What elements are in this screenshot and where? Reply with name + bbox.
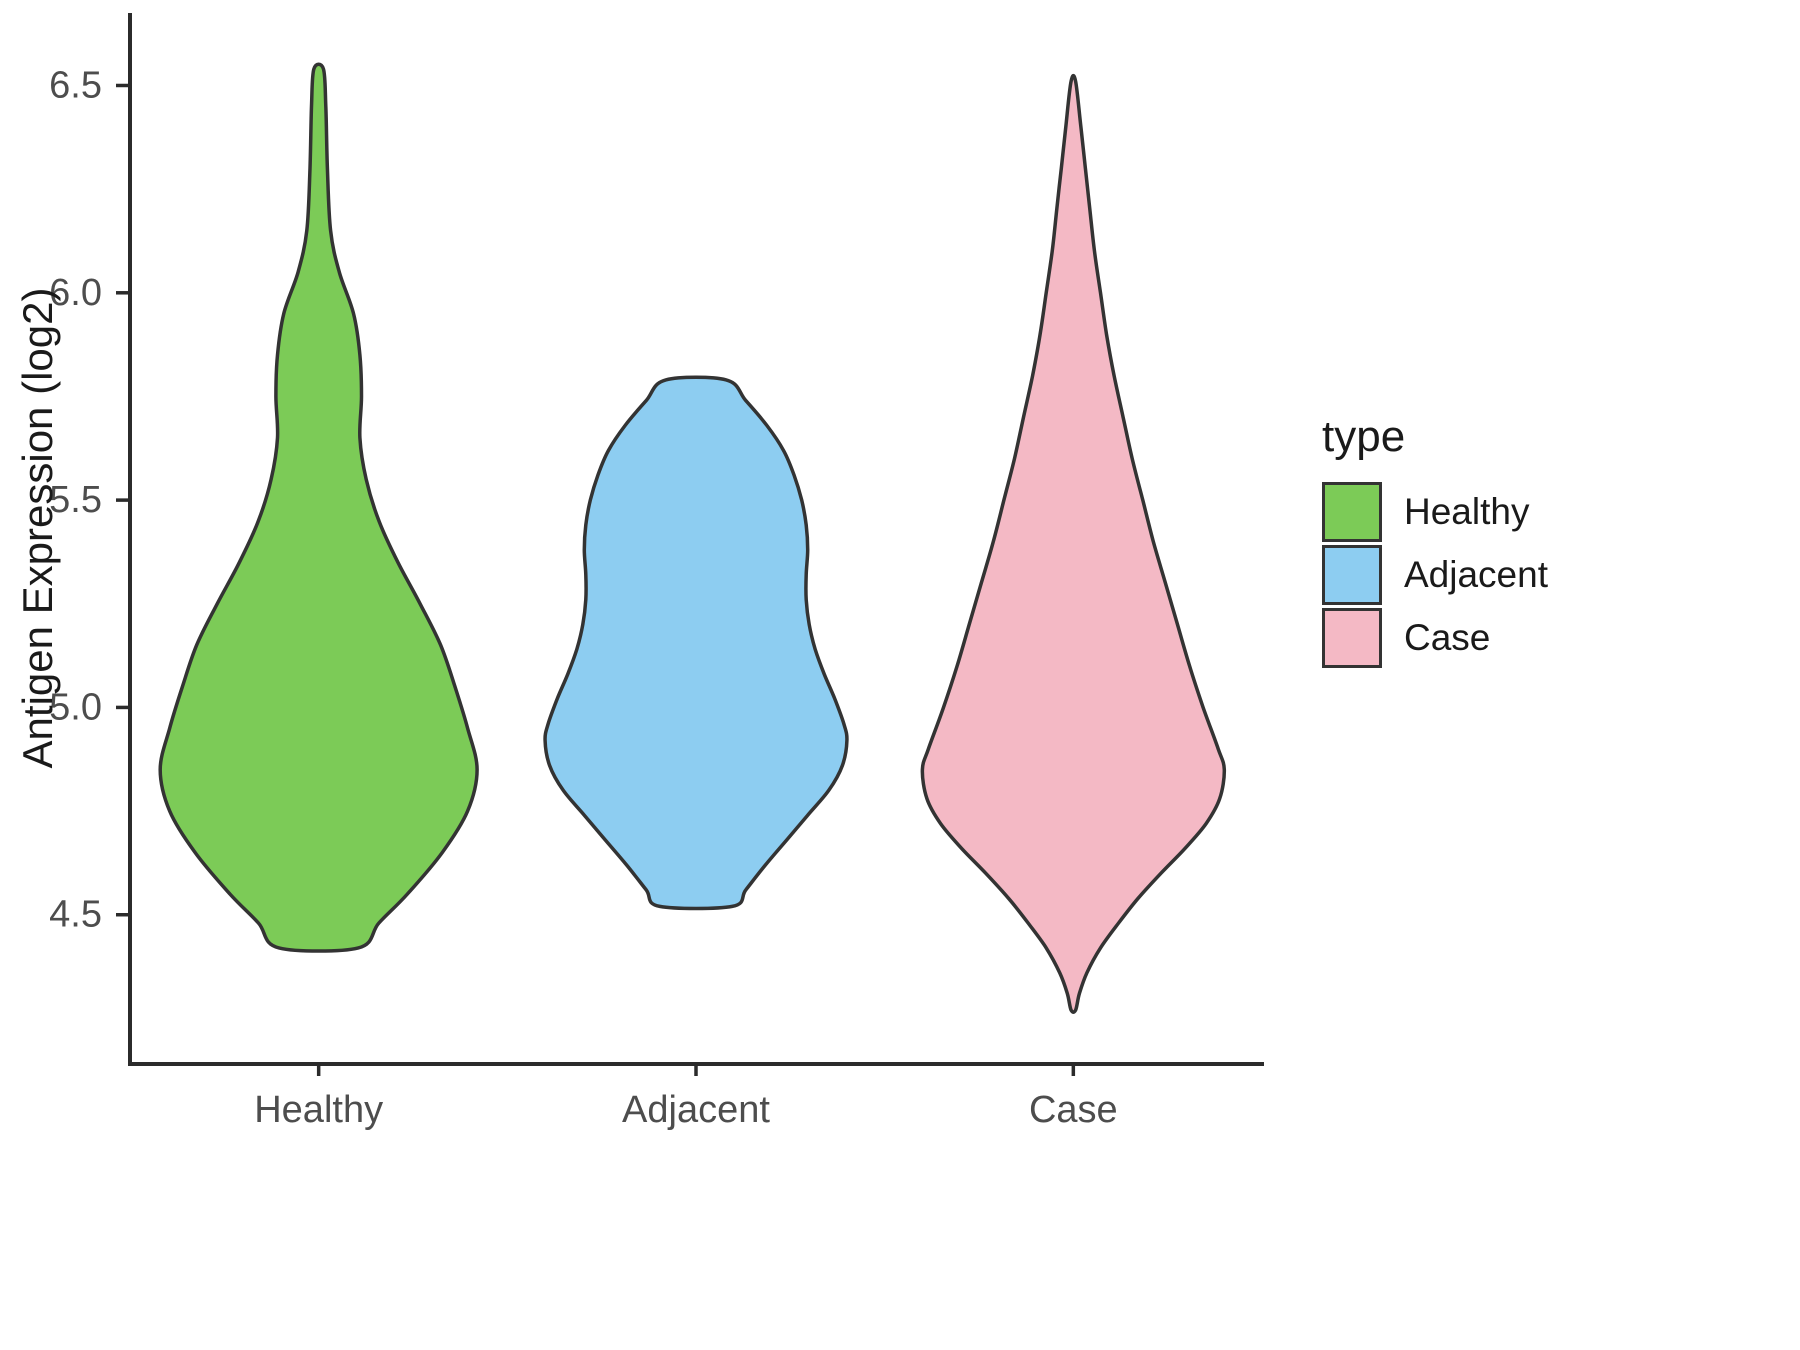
- x-tick-label: Adjacent: [622, 1089, 770, 1131]
- legend-swatch-case-icon: [1322, 608, 1382, 668]
- violin-case: [920, 73, 1227, 1014]
- legend: type Healthy Adjacent Case: [1322, 412, 1548, 671]
- legend-label-adjacent: Adjacent: [1404, 554, 1548, 595]
- y-tick-label: 5.5: [49, 479, 102, 521]
- y-tick-label: 6.0: [49, 272, 102, 314]
- legend-swatch-adjacent-icon: [1322, 545, 1382, 605]
- y-tick-label: 4.5: [49, 894, 102, 936]
- y-tick-label: 5.0: [49, 686, 102, 728]
- legend-label-case: Case: [1404, 617, 1491, 658]
- legend-swatch-healthy-icon: [1322, 482, 1382, 542]
- legend-item-adjacent: Adjacent: [1322, 545, 1548, 605]
- violin-healthy: [158, 62, 479, 953]
- x-tick-label: Healthy: [254, 1089, 383, 1131]
- y-tick-label: 6.5: [49, 64, 102, 106]
- legend-label-healthy: Healthy: [1404, 491, 1530, 532]
- y-axis-title: Antigen Expression (log2): [14, 287, 61, 769]
- x-tick-label: Case: [1029, 1089, 1118, 1131]
- legend-item-healthy: Healthy: [1322, 482, 1548, 542]
- violin-adjacent: [543, 375, 849, 911]
- legend-title: type: [1322, 412, 1406, 461]
- legend-item-case: Case: [1322, 608, 1548, 668]
